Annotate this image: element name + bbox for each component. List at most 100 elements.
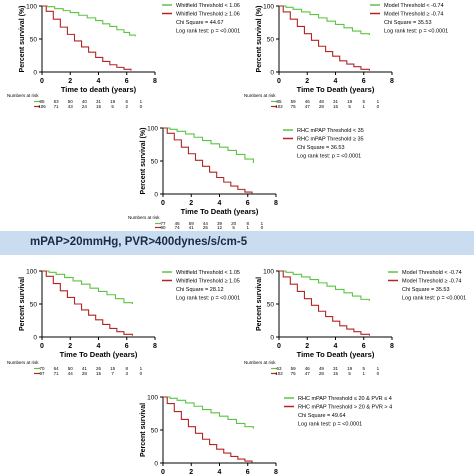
risk-count: 15 (333, 104, 339, 109)
risk-count: 31 (96, 99, 102, 104)
x-tick-label: 4 (334, 78, 338, 85)
risk-count: 5 (362, 366, 365, 371)
x-tick-label: 2 (305, 78, 309, 85)
risk-count: 19 (110, 99, 116, 104)
survival-curve-green (279, 5, 370, 36)
risk-count: 63 (276, 366, 282, 371)
risk-count: 1 (362, 371, 365, 376)
risk-count: 0 (261, 225, 264, 230)
survival-curve-green (163, 127, 254, 163)
risk-count: 7 (111, 371, 114, 376)
risk-count: 97 (39, 371, 45, 376)
x-axis-label: Time To Death (years) (181, 207, 259, 216)
x-axis-label: Time To Death (years) (297, 85, 375, 94)
y-tick-label: 100 (26, 4, 37, 11)
y-tick-label: 100 (147, 395, 158, 402)
x-tick-label: 8 (153, 78, 157, 85)
risk-count: 31 (333, 99, 339, 104)
y-axis-label: Percent survival (140, 403, 147, 457)
risk-count: 41 (189, 225, 195, 230)
risk-count: 5 (348, 104, 351, 109)
risk-count: 20 (231, 221, 237, 226)
x-tick-label: 6 (246, 200, 250, 207)
risk-count: 26 (96, 366, 102, 371)
risk-count: 47 (305, 371, 311, 376)
legend-entry: RHC mPAP Threshold ≤ 20 & PVR ≤ 4 (298, 396, 392, 402)
survival-curve-red (42, 270, 133, 336)
risk-count: 1 (377, 366, 380, 371)
risk-count: 15 (333, 371, 339, 376)
y-tick-label: 0 (154, 461, 158, 468)
risk-count: 8 (125, 366, 128, 371)
risk-count: 106 (38, 104, 46, 109)
x-axis-label: Time To Death (years) (60, 350, 138, 359)
risk-count: 1 (377, 99, 380, 104)
risk-count: 71 (54, 104, 60, 109)
x-tick-label: 2 (68, 78, 72, 85)
x-tick-label: 4 (218, 200, 222, 207)
legend-entry: Chi Square = 49.64 (298, 413, 346, 419)
risk-count: 41 (82, 366, 88, 371)
risk-count: 46 (175, 221, 181, 226)
x-tick-label: 4 (334, 343, 338, 350)
legend-entry: Log rank test: p = <0.0001 (176, 29, 240, 35)
risk-count: 28 (82, 371, 88, 376)
risk-count: 75 (291, 371, 297, 376)
km-panel-4: 0 50 100 0 2 4 6 8 Time To Death (years) Percent … (7, 269, 240, 377)
x-tick-label: 2 (68, 343, 72, 350)
risk-count: 28 (319, 371, 325, 376)
x-tick-label: 2 (189, 469, 193, 474)
risk-count: 46 (305, 366, 311, 371)
y-tick-label: 100 (263, 4, 274, 11)
legend-entry: Log rank test: p = <0.0001 (298, 422, 362, 428)
risk-count: 90 (160, 225, 166, 230)
risk-table-label: Numbers at risk (7, 360, 39, 365)
y-axis-label: Percent survival (%) (19, 6, 26, 73)
risk-count: 85 (276, 99, 282, 104)
risk-count: 5 (232, 225, 235, 230)
legend-entry: RHC mPAP Threshold ≥ 35 (297, 137, 364, 143)
y-axis-label: Percent survival (%) (256, 6, 263, 73)
risk-count: 8 (246, 221, 249, 226)
risk-count: 40 (82, 99, 88, 104)
legend-entry: Chi Square = 28.12 (176, 287, 224, 293)
survival-curve-green (42, 270, 133, 304)
risk-table-label: Numbers at risk (244, 360, 276, 365)
risk-count: 49 (319, 366, 325, 371)
survival-curve-green (279, 270, 370, 301)
risk-count: 0 (377, 104, 380, 109)
legend-entry: Model Threshold < -0.74 (384, 3, 444, 9)
risk-count: 59 (291, 366, 297, 371)
legend-entry: Log rank test: p = <0.0001 (176, 296, 240, 302)
risk-count: 43 (68, 104, 74, 109)
x-tick-label: 0 (161, 469, 165, 474)
y-tick-label: 0 (154, 192, 158, 199)
risk-count: 0 (140, 371, 143, 376)
x-tick-label: 8 (274, 200, 278, 207)
y-tick-label: 50 (267, 37, 275, 44)
risk-count: 50 (68, 366, 74, 371)
x-tick-label: 4 (97, 78, 101, 85)
risk-count: 15 (96, 371, 102, 376)
survival-curve-red (279, 270, 370, 336)
risk-count: 1 (261, 221, 264, 226)
risk-count: 0 (140, 104, 143, 109)
y-tick-label: 50 (30, 302, 38, 309)
km-panel-6: 0 50 100 0 2 4 6 8 Percent survival RHC mPAP Thre… (140, 395, 392, 474)
risk-count: 75 (291, 104, 297, 109)
risk-count: 39 (217, 221, 223, 226)
risk-count: 15 (110, 366, 116, 371)
risk-count: 59 (189, 221, 195, 226)
risk-count: 77 (160, 221, 166, 226)
risk-count: 1 (246, 225, 249, 230)
y-axis-label: Percent survival (19, 277, 26, 331)
legend-entry: Log rank test: p = <0.0001 (297, 154, 361, 160)
section-banner: mPAP>20mmHg, PVR>400dynes/s/cm-5 (0, 231, 474, 255)
risk-table-label: Numbers at risk (244, 93, 276, 98)
x-tick-label: 6 (125, 78, 129, 85)
risk-count: 74 (175, 225, 181, 230)
y-tick-label: 50 (151, 428, 159, 435)
risk-count: 6 (125, 99, 128, 104)
risk-count: 25 (203, 225, 209, 230)
